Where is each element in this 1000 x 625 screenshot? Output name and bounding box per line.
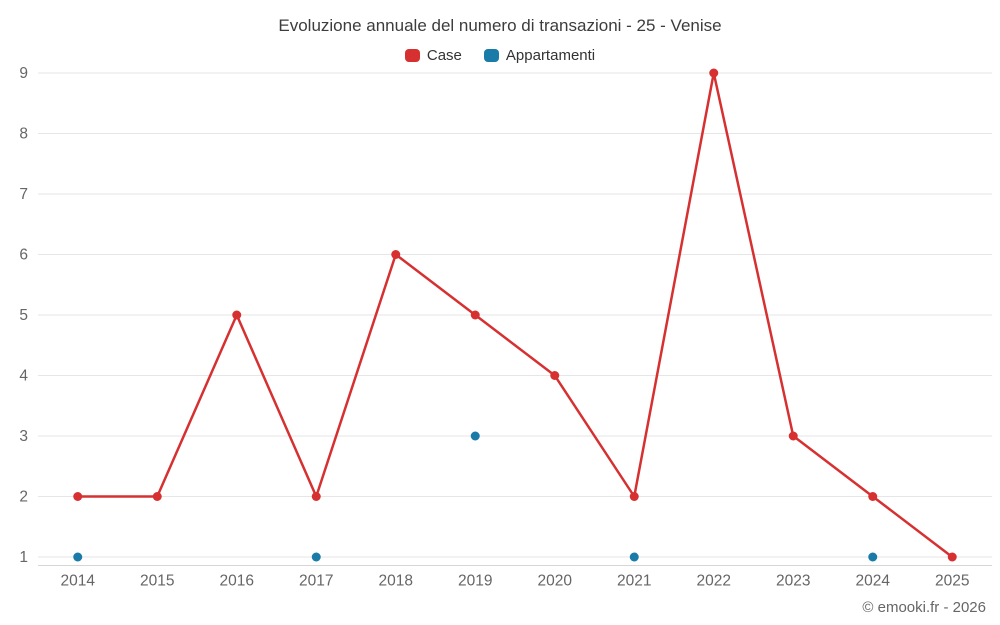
appartamenti-legend-swatch [483,49,499,62]
credits: © emooki.fr - 2026 [862,599,986,616]
case-point[interactable] [470,310,480,320]
x-axis-label: 2025 [935,573,969,590]
legend: Case Appartamenti [0,47,1000,64]
x-axis-label: 2016 [220,573,254,590]
x-axis-label: 2023 [776,573,810,590]
case-point[interactable] [391,250,401,259]
x-axis-label: 2024 [856,573,891,590]
case-point[interactable] [629,492,639,501]
x-axis-label: 2021 [617,573,651,590]
case-point[interactable] [73,492,83,501]
x-axis-label: 2017 [299,573,333,590]
appartamenti-point[interactable] [470,431,480,441]
y-axis-label: 2 [19,489,28,506]
appartamenti-point[interactable] [311,552,321,562]
legend-item-case[interactable]: Case [404,47,462,64]
case-point[interactable] [788,431,798,441]
x-axis-label: 2018 [379,573,413,590]
y-axis-label: 8 [19,126,28,143]
appartamenti-point[interactable] [868,552,878,562]
case-point[interactable] [152,492,162,501]
case-legend-swatch [404,49,420,62]
appartamenti-point[interactable] [629,552,639,562]
y-axis-label: 4 [19,368,28,385]
case-point[interactable] [311,492,321,501]
case-series-line [77,71,954,558]
appartamenti-legend-label: Appartamenti [505,47,596,64]
case-point[interactable] [709,68,719,78]
y-axis-label: 3 [19,428,28,445]
case-legend-label: Case [426,47,462,64]
case-point[interactable] [550,371,560,380]
legend-item-appartamenti[interactable]: Appartamenti [483,47,596,64]
y-axis-label: 9 [19,65,28,82]
x-axis-label: 2020 [538,573,573,590]
case-point[interactable] [947,552,957,562]
x-axis-label: 2022 [697,573,731,590]
chart-title: Evoluzione annuale del numero di transaz… [278,16,722,35]
y-axis-label: 5 [19,307,28,324]
x-axis-label: 2019 [458,573,492,590]
x-axis-label: 2015 [140,573,174,590]
y-axis-label: 1 [19,549,28,566]
case-point[interactable] [868,492,878,501]
appartamenti-point[interactable] [73,552,83,562]
case-point[interactable] [232,310,242,320]
x-axis-label: 2014 [61,573,96,590]
y-axis-label: 6 [19,247,28,264]
y-axis-label: 7 [19,186,28,203]
